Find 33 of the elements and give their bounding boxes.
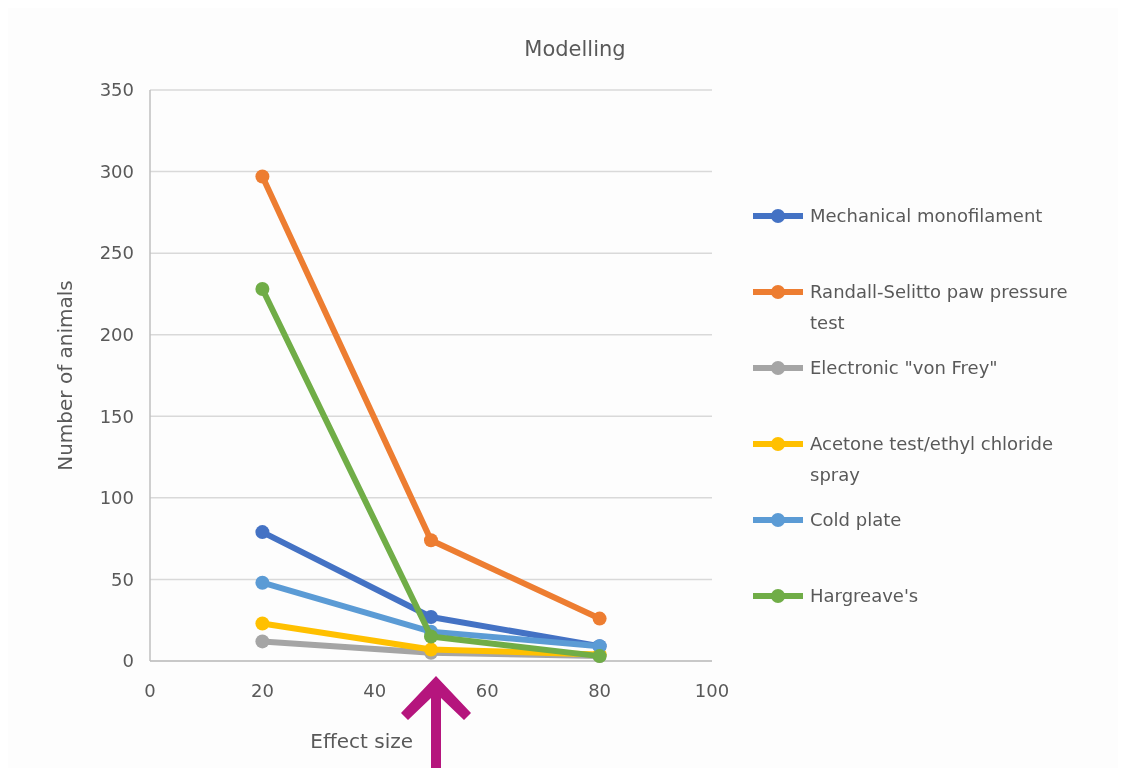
point xyxy=(424,629,438,644)
x-tick-label: 60 xyxy=(475,680,499,701)
point xyxy=(255,575,270,590)
chart-title: Modelling xyxy=(524,37,626,61)
legend-label: Randall-Selitto paw pressure test xyxy=(810,281,1068,333)
y-tick-label: 150 xyxy=(99,405,134,427)
y-axis-title: Number of animals xyxy=(53,280,77,471)
x-axis-title: Effect size xyxy=(310,729,413,753)
x-tick-label: 100 xyxy=(694,680,730,701)
legend-label: Hargreave's xyxy=(810,585,919,607)
point xyxy=(255,525,270,540)
y-tick-label: 0 xyxy=(122,650,134,672)
legend-label: Electronic "von Frey" xyxy=(810,357,998,379)
point xyxy=(424,609,438,624)
y-tick-label: 50 xyxy=(111,568,134,590)
point xyxy=(255,169,270,184)
legend-label: Mechanical monofilament xyxy=(810,205,1043,227)
point xyxy=(255,634,270,649)
x-tick-label: 20 xyxy=(250,680,274,701)
point xyxy=(592,611,607,626)
y-tick-label: 300 xyxy=(99,160,134,182)
x-tick-label: 40 xyxy=(363,680,387,701)
legend-label: Acetone test/ethyl chloride spray xyxy=(810,433,1054,485)
point xyxy=(255,616,270,631)
y-tick-label: 200 xyxy=(99,324,134,346)
legend-label: Cold plate xyxy=(810,509,902,531)
x-tick-label: 0 xyxy=(144,680,156,701)
point xyxy=(424,533,438,548)
point xyxy=(255,282,270,297)
y-tick-label: 250 xyxy=(99,242,134,264)
x-tick-label: 80 xyxy=(588,680,612,701)
y-tick-label: 100 xyxy=(99,487,134,509)
y-tick-label: 350 xyxy=(99,79,134,101)
